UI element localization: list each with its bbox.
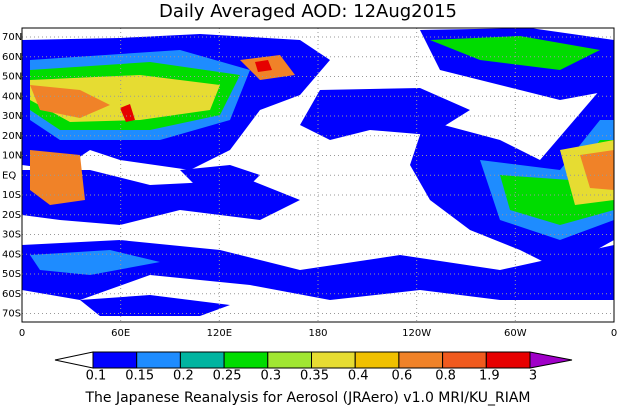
title: Daily Averaged AOD: 12Aug2015 [159,1,457,22]
colorbar-label: 0.6 [392,369,413,384]
graticule [22,28,614,322]
colorbar-box [223,351,269,369]
colorbar-box [136,351,181,369]
lat-label: 30S [2,230,21,241]
lon-label: 60E [111,328,130,339]
lon-label: 0 [611,328,617,339]
colorbar-box [354,351,400,369]
colorbar-label: 3 [529,369,537,384]
map-frame [21,27,615,323]
colorbar-label: 0.15 [125,369,154,384]
colorbar-box [92,351,138,369]
footer: The Japanese Reanalysis for Aerosol (JRA… [84,390,530,406]
colorbar-box [485,351,531,369]
colorbar-label: 0.2 [173,369,194,384]
colorbar-box [267,351,312,369]
colorbar-label: 0.4 [348,369,369,384]
lat-label: 10S [2,190,21,201]
lat-label: 10N [2,151,22,162]
colorbar-box [442,351,487,369]
colorbar-high [529,351,573,369]
lat-label: 50S [2,269,21,280]
lat-label: 70N [2,32,22,43]
lat-label: 50N [2,72,22,83]
colorbar-label: 0.3 [260,369,281,384]
colorbar: 0.1 0.15 0.2 0.25 0.3 0.35 0.4 0.6 0.8 1.9 3 [54,351,573,384]
lat-label: 60S [2,289,21,300]
colorbar-label: 0.1 [86,369,107,384]
colorbar-label: 1.9 [479,369,500,384]
colorbar-label: 0.25 [213,369,242,384]
colorbar-box [398,351,444,369]
colorbar-label: 0.8 [435,369,456,384]
lon-label: 180 [308,328,327,339]
lat-label: 40S [2,249,21,260]
lat-label: 20N [2,131,22,142]
lon-label: 120W [402,328,431,339]
colorbar-box [311,351,356,369]
colorbar-label: 0.35 [300,369,329,384]
lat-label: 70S [2,309,21,320]
lat-label: 20S [2,210,21,221]
colorbar-box [179,351,225,369]
lat-label: 30N [2,111,22,122]
lat-label: EQ [2,170,16,181]
lon-label: 0 [19,328,25,339]
lat-label: 40N [2,91,22,102]
lon-label: 120E [207,328,232,339]
lon-label: 60W [504,328,527,339]
colorbar-low [54,351,94,369]
lat-label: 60N [2,52,22,63]
